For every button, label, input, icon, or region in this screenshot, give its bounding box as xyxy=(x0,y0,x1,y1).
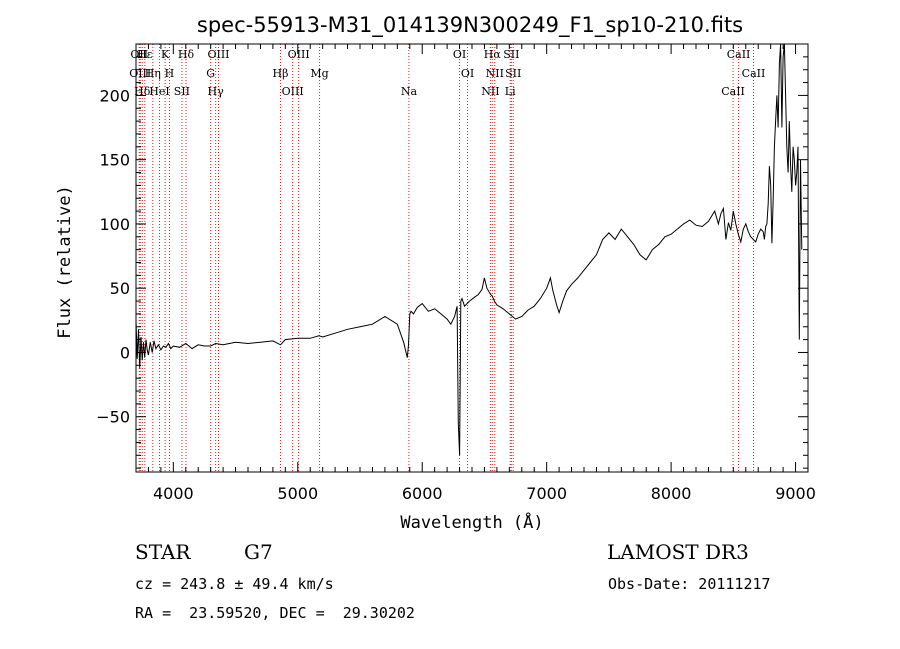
x-tick-label: 8000 xyxy=(651,484,692,503)
line-marker-label: NII xyxy=(486,67,504,80)
redshift-text: cz = 243.8 ± 49.4 km/s xyxy=(135,575,334,593)
line-marker-label: Li xyxy=(505,85,516,98)
y-tick-label: 50 xyxy=(110,279,130,298)
y-tick-label: 200 xyxy=(99,86,130,105)
y-tick-label: 0 xyxy=(120,343,130,362)
line-marker-label: OIII xyxy=(207,48,229,61)
line-marker-label: H xyxy=(165,67,175,80)
y-tick-label: −50 xyxy=(96,408,130,427)
y-tick-label: 150 xyxy=(99,151,130,170)
line-marker-label: OI xyxy=(453,48,466,61)
line-marker-label: CaII xyxy=(742,67,766,80)
line-marker-label: SII xyxy=(505,67,521,80)
y-axis-label: Flux (relative) xyxy=(55,185,75,339)
x-tick-label: 4000 xyxy=(153,484,194,503)
line-marker-label: OIII xyxy=(288,48,310,61)
plot-frame xyxy=(135,43,809,473)
line-marker-label: Hβ xyxy=(273,67,289,80)
line-marker-label: OII xyxy=(130,48,148,61)
line-marker-label: SII xyxy=(174,85,190,98)
line-marker-label: K xyxy=(161,48,170,61)
line-marker-label: OIII xyxy=(129,67,151,80)
x-axis-label: Wavelength (Å) xyxy=(400,511,543,533)
line-marker-label: G xyxy=(206,67,215,80)
line-marker-label: OI xyxy=(461,67,474,80)
x-tick-label: 5000 xyxy=(277,484,318,503)
line-labels: OII OIII Hδ Hε Hη HeI KH SII Hδ G Hγ OIII Hβ OIII OIII… xyxy=(129,48,765,98)
coordinates: RA = 23.59520, DEC = 29.30202 xyxy=(135,604,415,622)
line-marker-label: Hδ xyxy=(178,48,195,61)
spectrum-line xyxy=(135,43,803,456)
axis-ticks: 4000 5000 6000 7000 8000 9000 −50 0 50 100 150 200 xyxy=(96,43,816,503)
obs-date: Obs-Date: 20111217 xyxy=(608,575,771,593)
object-class: STAR xyxy=(135,540,191,564)
line-marker-label: CaII xyxy=(721,85,745,98)
spectral-subclass: G7 xyxy=(244,540,273,564)
line-marker-label: NII xyxy=(481,85,499,98)
x-tick-label: 9000 xyxy=(775,484,816,503)
line-marker-label: SII xyxy=(503,48,519,61)
line-marker-label: Hδ xyxy=(134,85,151,98)
line-marker-label: Hη xyxy=(145,67,161,80)
line-marker-label: OIII xyxy=(282,85,304,98)
x-tick-label: 7000 xyxy=(526,484,567,503)
y-tick-label: 100 xyxy=(99,215,130,234)
line-marker-label: CaII xyxy=(727,48,751,61)
survey-name: LAMOST DR3 xyxy=(607,540,749,564)
line-markers xyxy=(138,44,754,472)
chart-title: spec-55913-M31_014139N300249_F1_sp10-210… xyxy=(197,13,743,38)
x-tick-label: 6000 xyxy=(402,484,443,503)
line-marker-label: Mg xyxy=(310,67,328,80)
line-marker-label: Hγ xyxy=(208,85,225,98)
line-marker-label: HeI xyxy=(149,85,169,98)
line-marker-label: Na xyxy=(401,85,418,98)
line-marker-label: Hα xyxy=(484,48,502,61)
line-marker-label: Hε xyxy=(137,48,153,61)
